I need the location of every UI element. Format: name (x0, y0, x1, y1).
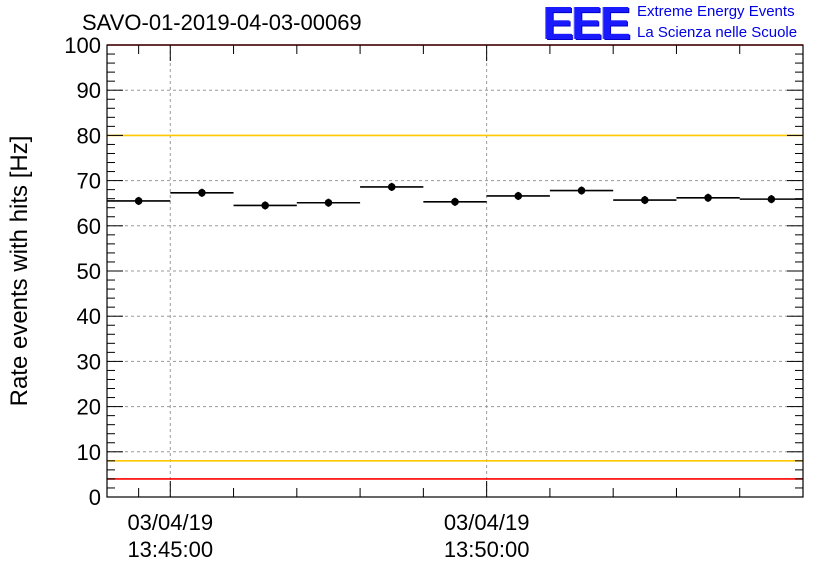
y-axis-label: Rate events with hits [Hz] (6, 136, 33, 407)
x-tick-label-date: 03/04/19 (127, 510, 213, 535)
y-tick-label: 50 (77, 259, 101, 284)
logo-caption-line1: Extreme Energy Events (637, 3, 795, 20)
data-point (387, 183, 396, 191)
y-tick-label: 10 (77, 440, 101, 465)
reference-lines (107, 44, 803, 480)
data-point (198, 189, 206, 197)
y-tick-label: 70 (77, 169, 101, 194)
data-point (451, 198, 459, 206)
data-point (577, 186, 586, 195)
data-point (767, 195, 776, 203)
y-tick-label: 30 (77, 349, 101, 374)
y-tick-label: 80 (77, 123, 101, 148)
data-series (107, 182, 803, 210)
y-tick-label: 60 (77, 214, 101, 239)
x-tick-label-date: 03/04/19 (444, 510, 530, 535)
y-tick-label: 100 (64, 33, 101, 58)
y-tick-label: 20 (77, 395, 101, 420)
logo-caption-line2: La Scienza nelle Scuole (637, 24, 798, 41)
data-point (704, 193, 712, 202)
plot-frame (106, 44, 804, 498)
chart-title: SAVO-01-2019-04-03-00069 (82, 10, 362, 35)
data-point (514, 192, 523, 200)
y-tick-label: 40 (77, 304, 101, 329)
grid (107, 45, 803, 497)
data-point (261, 201, 269, 210)
x-tick-label-time: 13:50:00 (444, 537, 530, 562)
eee-logo: EEE (543, 0, 631, 49)
data-point (134, 197, 143, 205)
data-point (324, 198, 333, 207)
data-point (641, 196, 649, 204)
y-tick-label: 90 (77, 78, 101, 103)
axis-ticks: 010203040506070809010003/04/1913:45:0003… (64, 33, 803, 562)
x-tick-label-time: 13:45:00 (127, 537, 213, 562)
y-tick-label: 0 (89, 485, 101, 510)
